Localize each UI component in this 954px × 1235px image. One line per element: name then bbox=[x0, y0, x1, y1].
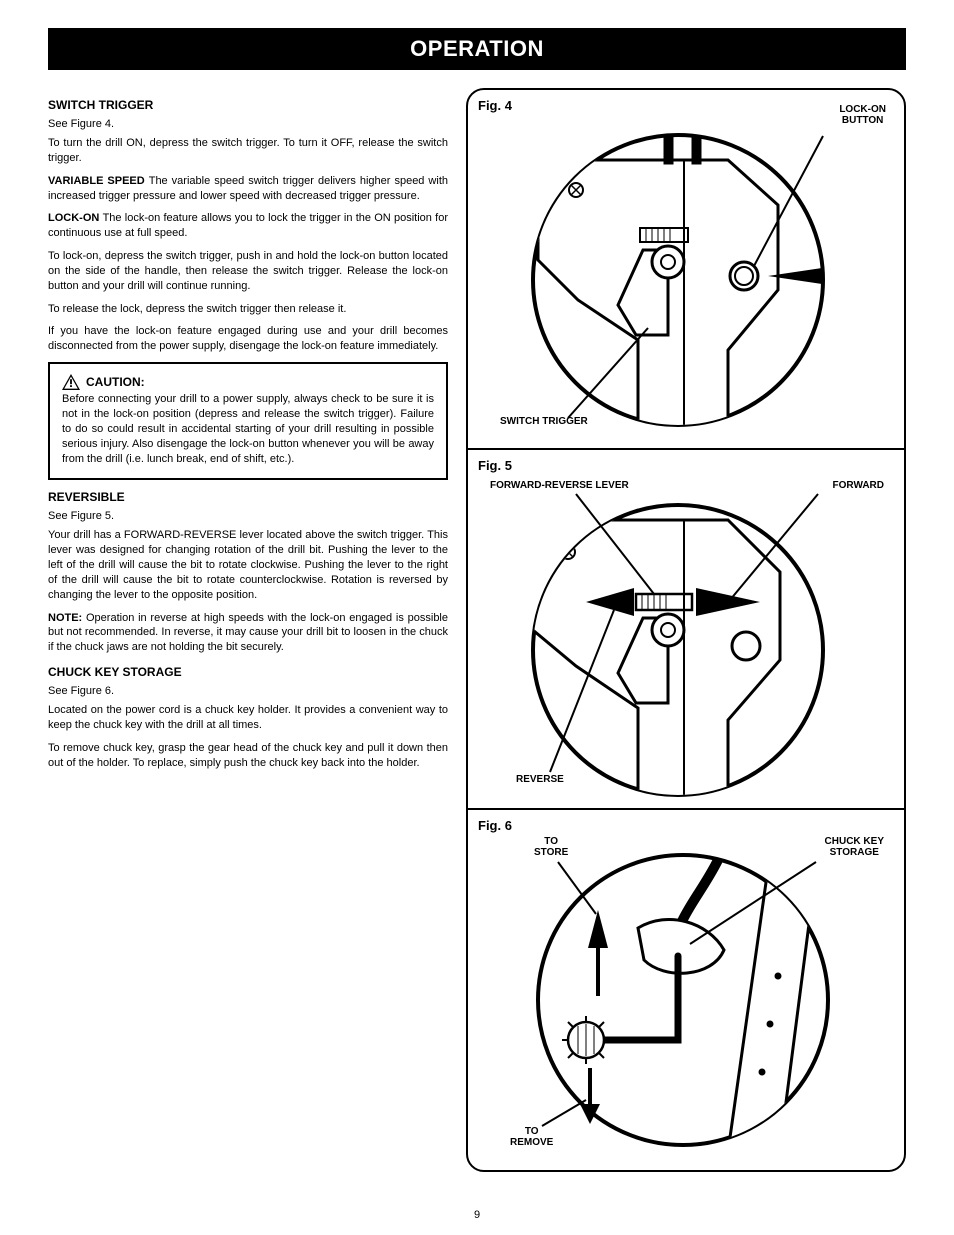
right-column: Fig. 4 LOCK-ON BUTTON SWITCH TRIGGER bbox=[466, 88, 906, 1172]
para-ck-2: To remove chuck key, grasp the gear head… bbox=[48, 741, 448, 771]
note-label: NOTE: bbox=[48, 612, 86, 624]
page-number: 9 bbox=[0, 1209, 954, 1221]
content-columns: SWITCH TRIGGER See Figure 4. To turn the… bbox=[48, 88, 906, 1172]
para-st-3: LOCK-ON The lock-on feature allows you t… bbox=[48, 211, 448, 241]
caution-label: CAUTION: bbox=[86, 375, 145, 389]
figure-5: Fig. 5 FORWARD-REVERSE LEVER FORWARD REV… bbox=[468, 450, 904, 810]
figures-frame: Fig. 4 LOCK-ON BUTTON SWITCH TRIGGER bbox=[466, 88, 906, 1172]
heading-chuck-key: CHUCK KEY STORAGE bbox=[48, 665, 448, 679]
figref-switch-trigger: See Figure 4. bbox=[48, 118, 448, 130]
para-st-2: VARIABLE SPEED The variable speed switch… bbox=[48, 174, 448, 204]
heading-switch-trigger: SWITCH TRIGGER bbox=[48, 98, 448, 112]
caution-body: Before connecting your drill to a power … bbox=[62, 392, 434, 466]
page-title-bar: OPERATION bbox=[48, 28, 906, 70]
figure-6: Fig. 6 TO STORE CHUCK KEY STORAGE TO REM… bbox=[468, 810, 904, 1170]
label-variable-speed: VARIABLE SPEED bbox=[48, 175, 149, 187]
caution-box: CAUTION: Before connecting your drill to… bbox=[48, 362, 448, 480]
para-rev-1: Your drill has a FORWARD-REVERSE lever l… bbox=[48, 528, 448, 602]
page-title: OPERATION bbox=[410, 36, 544, 62]
note-body: Operation in reverse at high speeds with… bbox=[48, 612, 448, 654]
figure-4: Fig. 4 LOCK-ON BUTTON SWITCH TRIGGER bbox=[468, 90, 904, 450]
figref-chuck-key: See Figure 6. bbox=[48, 685, 448, 697]
fig6-diagram bbox=[468, 810, 878, 1170]
warning-icon bbox=[62, 374, 80, 390]
para-ck-1: Located on the power cord is a chuck key… bbox=[48, 703, 448, 733]
para-st-3-body: The lock-on feature allows you to lock t… bbox=[48, 212, 448, 239]
para-st-1: To turn the drill ON, depress the switch… bbox=[48, 136, 448, 166]
para-rev-note: NOTE: Operation in reverse at high speed… bbox=[48, 611, 448, 656]
figref-reversible: See Figure 5. bbox=[48, 510, 448, 522]
para-st-4: To lock-on, depress the switch trigger, … bbox=[48, 249, 448, 294]
para-st-6: If you have the lock-on feature engaged … bbox=[48, 324, 448, 354]
caution-head: CAUTION: bbox=[62, 374, 434, 390]
fig5-diagram bbox=[468, 450, 878, 810]
fig4-diagram bbox=[468, 90, 878, 450]
label-lock-on: LOCK-ON bbox=[48, 212, 103, 224]
heading-reversible: REVERSIBLE bbox=[48, 490, 448, 504]
para-st-5: To release the lock, depress the switch … bbox=[48, 302, 448, 317]
left-column: SWITCH TRIGGER See Figure 4. To turn the… bbox=[48, 88, 448, 1172]
